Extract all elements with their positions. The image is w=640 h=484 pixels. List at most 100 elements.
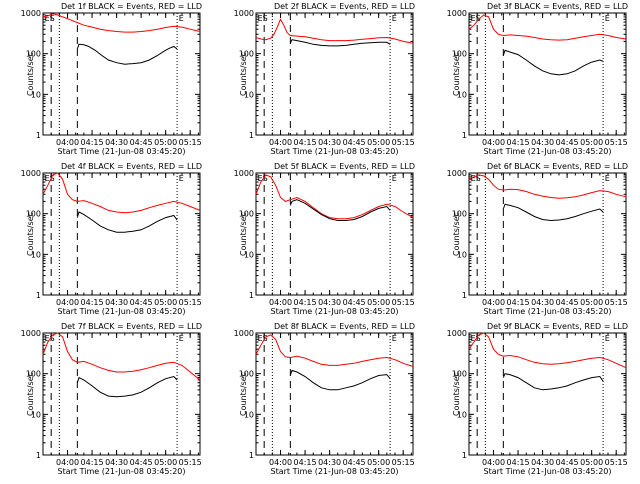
x-tick-label: 04:15	[294, 138, 317, 147]
series-line-red	[255, 174, 414, 220]
x-tick-label: 05:15	[179, 138, 202, 147]
y-axis-label: Counts/sec	[239, 212, 248, 256]
chart-title: Det 7f BLACK = Events, RED = LLD	[61, 322, 202, 331]
detector-panel: Det 4f BLACK = Events, RED = LLD 1 10 100 10…	[0, 160, 213, 320]
x-tick-label: 04:30	[105, 138, 128, 147]
x-axis-label: Start Time (21-Jun-08 03:45:20)	[271, 147, 399, 156]
x-tick-label: 04:30	[531, 458, 554, 467]
x-tick-label: 04:15	[81, 458, 104, 467]
chart-title: Det 5f BLACK = Events, RED = LLD	[274, 162, 415, 171]
event-marker-label: E	[179, 14, 184, 23]
chart-svg: Det 7f BLACK = Events, RED = LLD 1 10 100 10…	[21, 322, 202, 476]
y-tick-label: 1	[36, 451, 41, 460]
detector-panel: Det 2f BLACK = Events, RED = LLD 1 10 100 10…	[213, 0, 426, 160]
x-tick-label: 04:45	[556, 298, 579, 307]
chart-title: Det 4f BLACK = Events, RED = LLD	[61, 162, 202, 171]
detector-panel: Det 1f BLACK = Events, RED = LLD 1 10 100 10…	[0, 0, 213, 160]
y-tick-label: 10	[31, 90, 41, 99]
x-tick-label: 05:00	[580, 298, 603, 307]
chart-svg: Det 9f BLACK = Events, RED = LLD 1 10 100 10…	[447, 322, 628, 476]
y-tick-label: 1000	[447, 169, 467, 178]
event-marker-label: ES	[471, 14, 481, 23]
series-line-red	[255, 334, 414, 367]
x-tick-label: 05:15	[605, 138, 628, 147]
y-tick-label: 1000	[234, 9, 254, 18]
series-line-red	[42, 172, 201, 214]
x-tick-label: 04:45	[556, 458, 579, 467]
x-tick-label: 04:00	[269, 138, 292, 147]
event-marker-label: ES	[258, 334, 268, 343]
event-marker-label: ES	[471, 334, 481, 343]
x-tick-label: 04:30	[318, 298, 341, 307]
y-axis-label: Counts/sec	[452, 52, 461, 96]
y-axis-label: Counts/sec	[26, 52, 35, 96]
x-tick-label: 04:30	[105, 298, 128, 307]
x-tick-label: 04:45	[343, 458, 366, 467]
x-tick-label: 05:15	[392, 458, 415, 467]
x-tick-label: 04:15	[507, 458, 530, 467]
y-tick-label: 10	[244, 250, 254, 259]
x-tick-label: 04:45	[343, 298, 366, 307]
chart-title: Det 3f BLACK = Events, RED = LLD	[487, 2, 628, 11]
y-axis-label: Counts/sec	[452, 212, 461, 256]
event-marker-label: E	[392, 14, 397, 23]
x-tick-label: 04:15	[294, 298, 317, 307]
x-tick-label: 04:15	[81, 138, 104, 147]
chart-svg: Det 4f BLACK = Events, RED = LLD 1 10 100 10…	[21, 162, 202, 316]
y-tick-label: 100	[239, 210, 254, 219]
x-tick-label: 05:00	[580, 138, 603, 147]
event-marker-label: ES	[471, 174, 481, 183]
y-tick-label: 1	[36, 131, 41, 140]
y-tick-label: 100	[452, 50, 467, 59]
x-tick-label: 04:15	[294, 458, 317, 467]
series-line-black	[76, 43, 178, 65]
event-marker-label: E	[605, 14, 610, 23]
y-tick-label: 10	[31, 250, 41, 259]
event-marker-label: ES	[258, 14, 268, 23]
event-marker-label: E	[392, 334, 397, 343]
x-tick-label: 04:00	[482, 138, 505, 147]
y-tick-label: 100	[26, 210, 41, 219]
chart-title: Det 8f BLACK = Events, RED = LLD	[274, 322, 415, 331]
y-tick-label: 1	[462, 291, 467, 300]
y-tick-label: 1000	[21, 329, 41, 338]
y-tick-label: 1000	[447, 9, 467, 18]
detector-panel: Det 8f BLACK = Events, RED = LLD 1 10 100 10…	[213, 320, 426, 480]
chart-title: Det 2f BLACK = Events, RED = LLD	[274, 2, 415, 11]
chart-svg: Det 5f BLACK = Events, RED = LLD 1 10 100 10…	[234, 162, 415, 316]
y-tick-label: 100	[452, 210, 467, 219]
detector-panel: Det 7f BLACK = Events, RED = LLD 1 10 100 10…	[0, 320, 213, 480]
x-tick-label: 05:00	[154, 138, 177, 147]
y-tick-label: 10	[244, 410, 254, 419]
y-axis-label: Counts/sec	[26, 212, 35, 256]
series-line-black	[76, 375, 178, 398]
plot-frame	[42, 12, 201, 136]
y-tick-label: 100	[239, 370, 254, 379]
x-tick-label: 05:00	[367, 458, 390, 467]
x-tick-label: 04:00	[56, 138, 79, 147]
series-line-black	[289, 369, 391, 391]
detector-panel: Det 5f BLACK = Events, RED = LLD 1 10 100 10…	[213, 160, 426, 320]
x-axis-label: Start Time (21-Jun-08 03:45:20)	[271, 467, 399, 476]
x-tick-label: 04:45	[130, 458, 153, 467]
x-axis-label: Start Time (21-Jun-08 03:45:20)	[58, 307, 186, 316]
x-tick-label: 05:15	[179, 298, 202, 307]
series-line-black	[502, 49, 604, 76]
y-tick-label: 1000	[447, 329, 467, 338]
event-marker-label: E	[392, 174, 397, 183]
x-tick-label: 04:00	[269, 458, 292, 467]
series-line-black	[502, 373, 604, 391]
chart-title: Det 1f BLACK = Events, RED = LLD	[61, 2, 202, 11]
y-tick-label: 1	[249, 451, 254, 460]
x-tick-label: 05:00	[367, 138, 390, 147]
y-tick-label: 100	[452, 370, 467, 379]
chart-title: Det 6f BLACK = Events, RED = LLD	[487, 162, 628, 171]
x-tick-label: 05:15	[605, 458, 628, 467]
y-tick-label: 1	[249, 291, 254, 300]
chart-title: Det 9f BLACK = Events, RED = LLD	[487, 322, 628, 331]
x-tick-label: 04:30	[531, 138, 554, 147]
series-line-red	[42, 332, 201, 381]
plot-frame	[42, 172, 201, 296]
y-tick-label: 10	[457, 90, 467, 99]
